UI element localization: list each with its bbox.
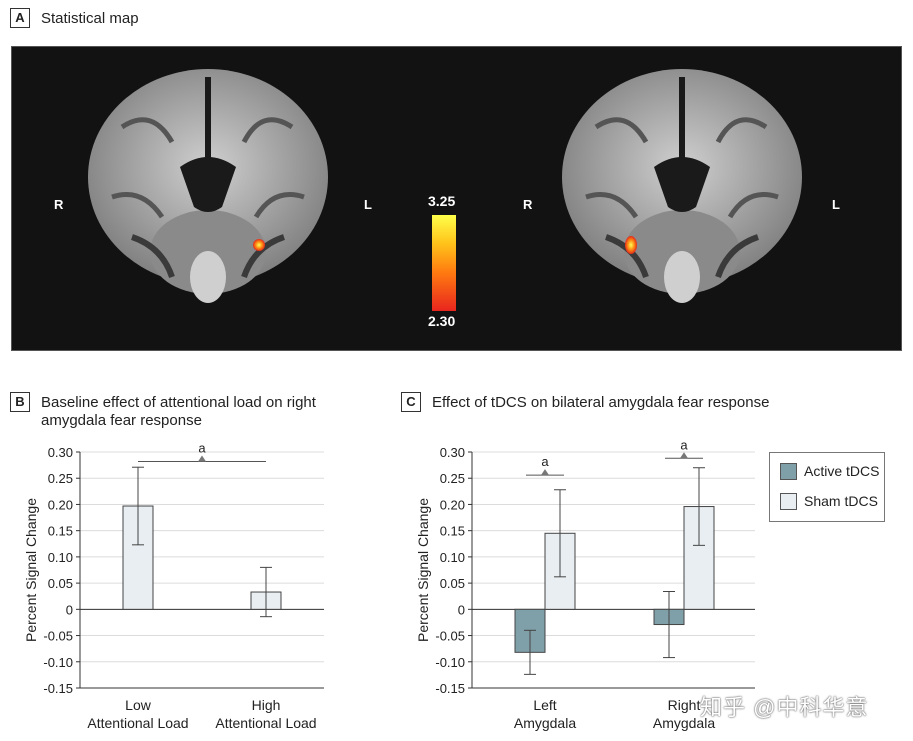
significance-marker [680, 452, 688, 459]
panel-c-title: Effect of tDCS on bilateral amygdala fea… [432, 394, 770, 411]
x-tick-label-line2: Amygdala [653, 715, 715, 731]
slice2-left-label: L [832, 197, 840, 212]
y-tick-label: 0.15 [48, 524, 73, 539]
y-tick-label: 0.30 [48, 445, 73, 460]
y-tick-label: 0.15 [440, 524, 465, 539]
x-tick-label-line1: Right [668, 697, 701, 713]
legend-swatch-active [780, 462, 797, 480]
panel-a-title: Statistical map [41, 10, 139, 27]
x-tick-label-line1: High [252, 697, 281, 713]
y-tick-label: -0.05 [435, 629, 465, 644]
y-tick-label: -0.05 [43, 629, 73, 644]
legend-label-active: Active tDCS [804, 463, 880, 479]
colorbar-min-label: 2.30 [428, 313, 456, 329]
colorbar [432, 215, 456, 311]
panel-c-tag: C [401, 392, 421, 412]
chart-b: 0.30 0.25 0.20 0.15 0.10 0.05 0 -0.05 -0.10 -0.15… [23, 440, 324, 731]
y-axis-label: Percent Signal Change [23, 498, 39, 642]
y-tick-label: 0.10 [48, 550, 73, 565]
y-tick-label: 0.10 [440, 550, 465, 565]
y-tick-label: 0 [458, 602, 465, 617]
panel-b-title-line2: amygdala fear response [41, 412, 202, 429]
slice2-right-label: R [523, 197, 533, 212]
x-tick-label-line1: Left [533, 697, 556, 713]
legend-swatch-sham [780, 492, 797, 510]
y-tick-label: -0.10 [43, 655, 73, 670]
x-tick-label-line2: Attentional Load [87, 715, 188, 731]
colorbar-max-label: 3.25 [428, 193, 456, 209]
y-tick-label: -0.15 [435, 681, 465, 696]
brain-slices [88, 69, 802, 303]
activation-blob-left [253, 239, 265, 251]
panel-a-tag: A [10, 8, 30, 28]
significance-label: a [198, 440, 206, 455]
statistical-map: R L R L 3.25 2.30 [11, 46, 902, 351]
x-tick-label-line2: Amygdala [514, 715, 576, 731]
legend-item-active: Active tDCS [780, 462, 879, 480]
slice1-left-label: L [364, 197, 372, 212]
legend: Active tDCS Sham tDCS [769, 452, 885, 522]
y-tick-label: -0.10 [435, 655, 465, 670]
y-tick-label: 0.25 [48, 471, 73, 486]
legend-item-sham: Sham tDCS [780, 492, 878, 510]
panel-b-title-line1: Baseline effect of attentional load on r… [41, 394, 316, 411]
chart-c: 0.30 0.25 0.20 0.15 0.10 0.05 0 -0.05 -0.10 -0.15… [415, 440, 755, 731]
legend-label-sham: Sham tDCS [804, 493, 878, 509]
significance-label: a [541, 454, 549, 469]
panel-b-tag: B [10, 392, 30, 412]
significance-label: a [680, 440, 688, 452]
x-tick-label-line1: Low [125, 697, 152, 713]
x-tick-label-line2: Attentional Load [215, 715, 316, 731]
y-tick-label: -0.15 [43, 681, 73, 696]
significance-marker [541, 469, 549, 476]
brain-slice-right [562, 69, 802, 303]
activation-blob-right [625, 236, 637, 254]
y-tick-label: 0.05 [48, 576, 73, 591]
significance-marker [198, 455, 206, 462]
watermark: 知乎 @中科华意 [700, 695, 869, 720]
slice1-right-label: R [54, 197, 64, 212]
y-tick-label: 0.20 [440, 497, 465, 512]
y-tick-label: 0.20 [48, 497, 73, 512]
y-tick-label: 0.05 [440, 576, 465, 591]
y-tick-label: 0.25 [440, 471, 465, 486]
y-tick-label: 0.30 [440, 445, 465, 460]
y-tick-label: 0 [66, 602, 73, 617]
y-axis-label: Percent Signal Change [415, 498, 431, 642]
brain-slice-left [88, 69, 328, 303]
